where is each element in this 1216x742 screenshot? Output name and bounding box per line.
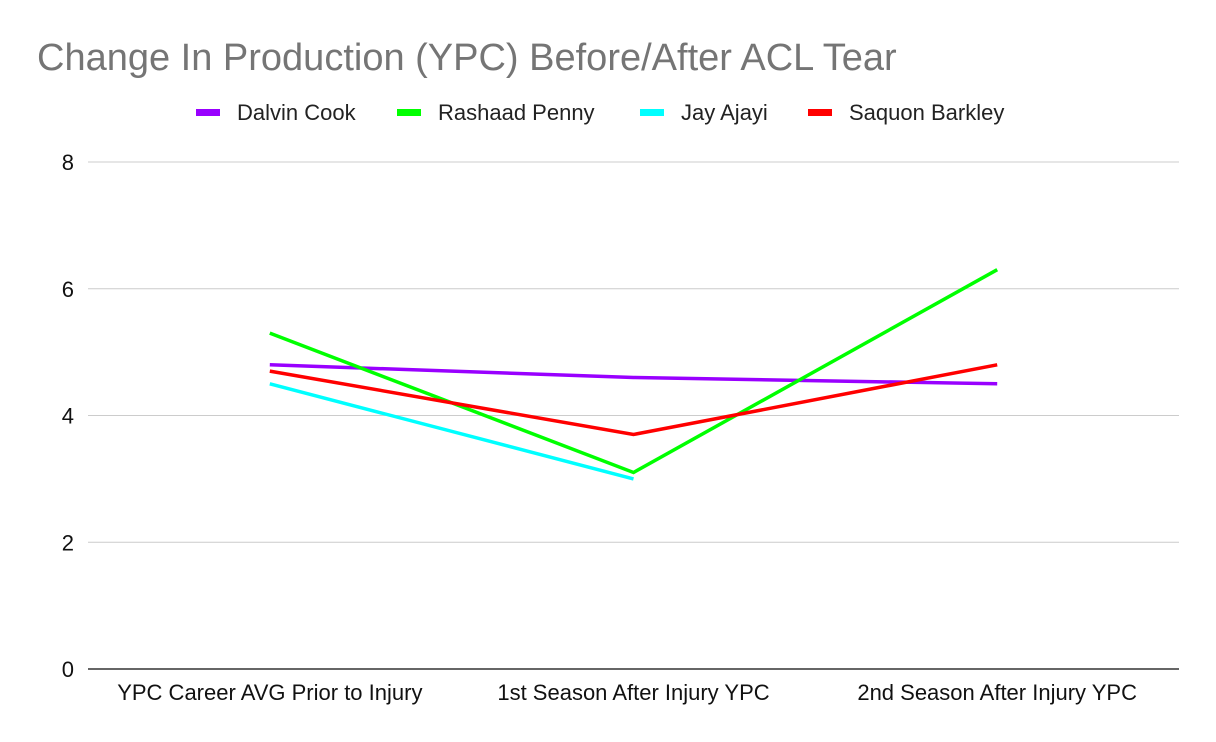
legend-entry-jay-ajayi[interactable]: Jay Ajayi [640,100,768,125]
y-tick-label: 8 [62,150,74,175]
legend-swatch [640,109,664,116]
legend-label: Dalvin Cook [237,100,357,125]
legend-label: Rashaad Penny [438,100,595,125]
legend-entry-dalvin-cook[interactable]: Dalvin Cook [196,100,357,125]
series-line-dalvin-cook [269,363,998,386]
y-tick-label: 6 [62,277,74,302]
legend-entry-rashaad-penny[interactable]: Rashaad Penny [397,100,595,125]
legend-swatch [808,109,832,116]
x-tick-label: 2nd Season After Injury YPC [857,680,1137,705]
legend-entry-saquon-barkley[interactable]: Saquon Barkley [808,100,1004,125]
legend-swatch [196,109,220,116]
x-axis-ticks: YPC Career AVG Prior to Injury 1st Season… [117,680,1137,705]
y-tick-label: 4 [62,404,74,429]
series-line-jay-ajayi [269,382,634,481]
legend-swatch [397,109,421,116]
x-tick-label: 1st Season After Injury YPC [497,680,769,705]
series-line-rashaad-penny [269,268,999,475]
y-axis-ticks: 0 2 4 6 8 [62,150,74,682]
series-lines [269,268,999,481]
x-tick-label: YPC Career AVG Prior to Injury [117,680,422,705]
legend-label: Jay Ajayi [681,100,768,125]
y-tick-label: 2 [62,530,74,555]
chart-title: Change In Production (YPC) Before/After … [37,37,897,79]
series-line-saquon-barkley [269,363,998,437]
legend-label: Saquon Barkley [849,100,1004,125]
legend: Dalvin Cook Rashaad Penny Jay Ajayi Saqu… [196,100,1004,125]
y-tick-label: 0 [62,657,74,682]
gridlines [88,161,1179,670]
